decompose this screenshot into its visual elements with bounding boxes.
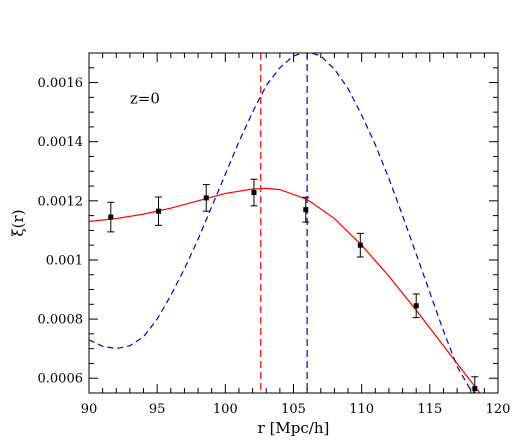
data-point-5 [356, 232, 364, 258]
data-point-1 [155, 196, 163, 226]
point-marker [413, 303, 419, 309]
y-tick-labels: 0.0006 0.0008 0.001 0.0012 0.0014 0.0016 [38, 76, 84, 387]
data-point-0 [107, 201, 115, 233]
annotation-z: z=0 [130, 89, 160, 107]
data-point-2 [202, 184, 210, 212]
y-tick-label: 0.0012 [38, 194, 84, 209]
y-tick-label: 0.0008 [38, 313, 84, 328]
x-tick-label: 95 [149, 402, 166, 417]
y-tick-label: 0.0016 [38, 76, 84, 91]
x-tick-label: 100 [213, 402, 238, 417]
data-point-4 [302, 196, 310, 223]
plot-area [89, 53, 481, 393]
point-marker [357, 242, 363, 248]
y-tick-label: 0.0006 [38, 372, 84, 387]
point-marker [108, 214, 114, 220]
solid-model-curve [89, 187, 481, 393]
y-tick-label: 0.001 [46, 253, 83, 268]
data-point-3 [250, 178, 258, 207]
axis-ticks [88, 52, 499, 394]
x-tick-label: 120 [486, 402, 511, 417]
x-tick-label: 90 [81, 402, 98, 417]
point-marker [156, 208, 162, 214]
data-point-6 [412, 293, 420, 319]
point-marker [203, 195, 209, 201]
x-axis-label: r [Mpc/h] [258, 419, 330, 437]
point-marker [303, 207, 309, 213]
x-tick-label: 115 [417, 402, 442, 417]
point-marker [472, 386, 478, 392]
dashed-model-curve [89, 53, 477, 393]
data-point-7 [471, 376, 479, 393]
point-marker [251, 190, 257, 196]
y-tick-label: 0.0014 [38, 135, 84, 150]
x-tick-label: 105 [281, 402, 306, 417]
y-axis-label: ξ(r) [9, 209, 27, 236]
x-tick-labels: 90 95 100 105 110 115 120 [81, 402, 511, 417]
x-tick-label: 110 [349, 402, 374, 417]
